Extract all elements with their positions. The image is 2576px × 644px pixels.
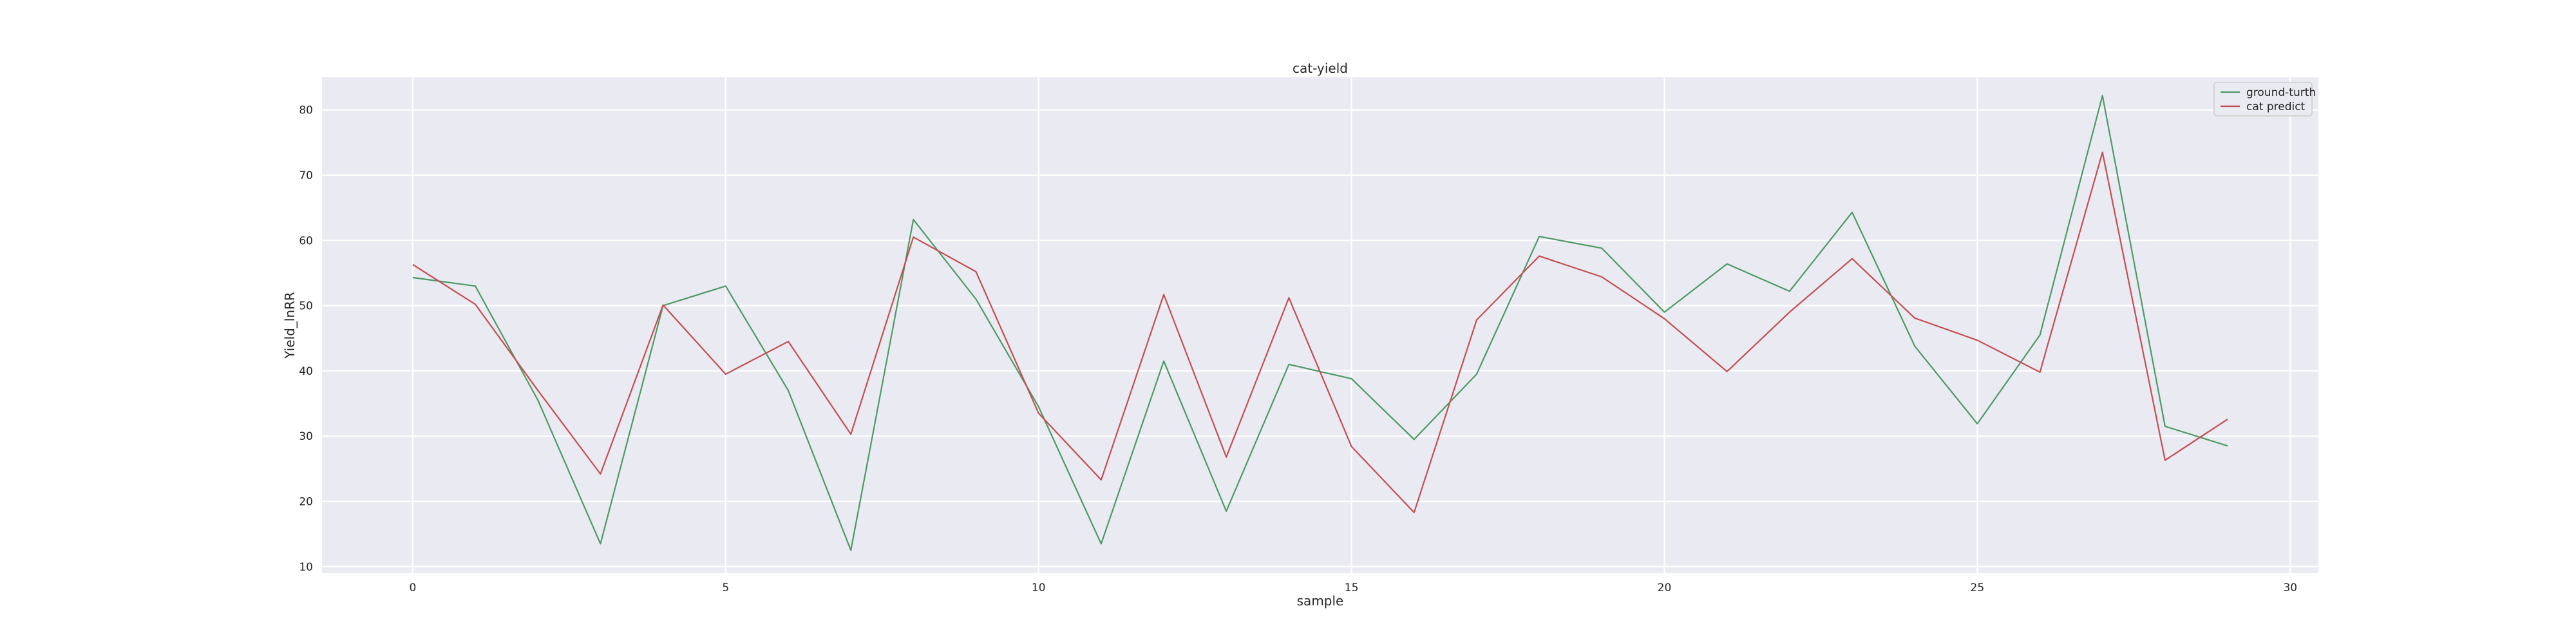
series-layer	[412, 95, 2228, 551]
y-tick-label: 60	[299, 234, 313, 247]
legend: ground-turth cat predict	[2213, 82, 2316, 117]
x-tick-label: 0	[409, 582, 416, 594]
y-axis-label: Yield_lnRR	[282, 292, 298, 359]
x-tick-label: 25	[1971, 582, 1985, 594]
y-tick-label: 40	[299, 365, 313, 378]
y-tick-label: 50	[299, 300, 313, 313]
chart-title: cat-yield	[1293, 61, 1348, 76]
y-tick-label: 10	[299, 561, 313, 574]
plot-area	[322, 77, 2318, 573]
grid	[322, 77, 2318, 573]
y-tick-label: 20	[299, 496, 313, 509]
y-tick-label: 70	[299, 169, 313, 182]
legend-label-ground-turth: ground-turth	[2246, 86, 2316, 99]
series-line-cat-predict	[412, 151, 2228, 513]
x-tick-label: 5	[722, 582, 729, 594]
legend-label-cat-predict: cat predict	[2246, 100, 2306, 113]
y-tick-label: 30	[299, 430, 313, 443]
x-tick-label: 20	[1658, 582, 1672, 594]
legend-box	[2213, 82, 2313, 117]
x-axis-label: sample	[1297, 593, 1344, 609]
y-axis-ticks: 10 20 30 40 50 60 70 80	[299, 104, 313, 574]
x-axis-ticks: 0 5 10 15 20 25 30	[409, 582, 2297, 594]
x-tick-label: 15	[1345, 582, 1359, 594]
x-tick-label: 30	[2283, 582, 2297, 594]
y-tick-label: 80	[299, 104, 313, 117]
x-tick-label: 10	[1032, 582, 1046, 594]
